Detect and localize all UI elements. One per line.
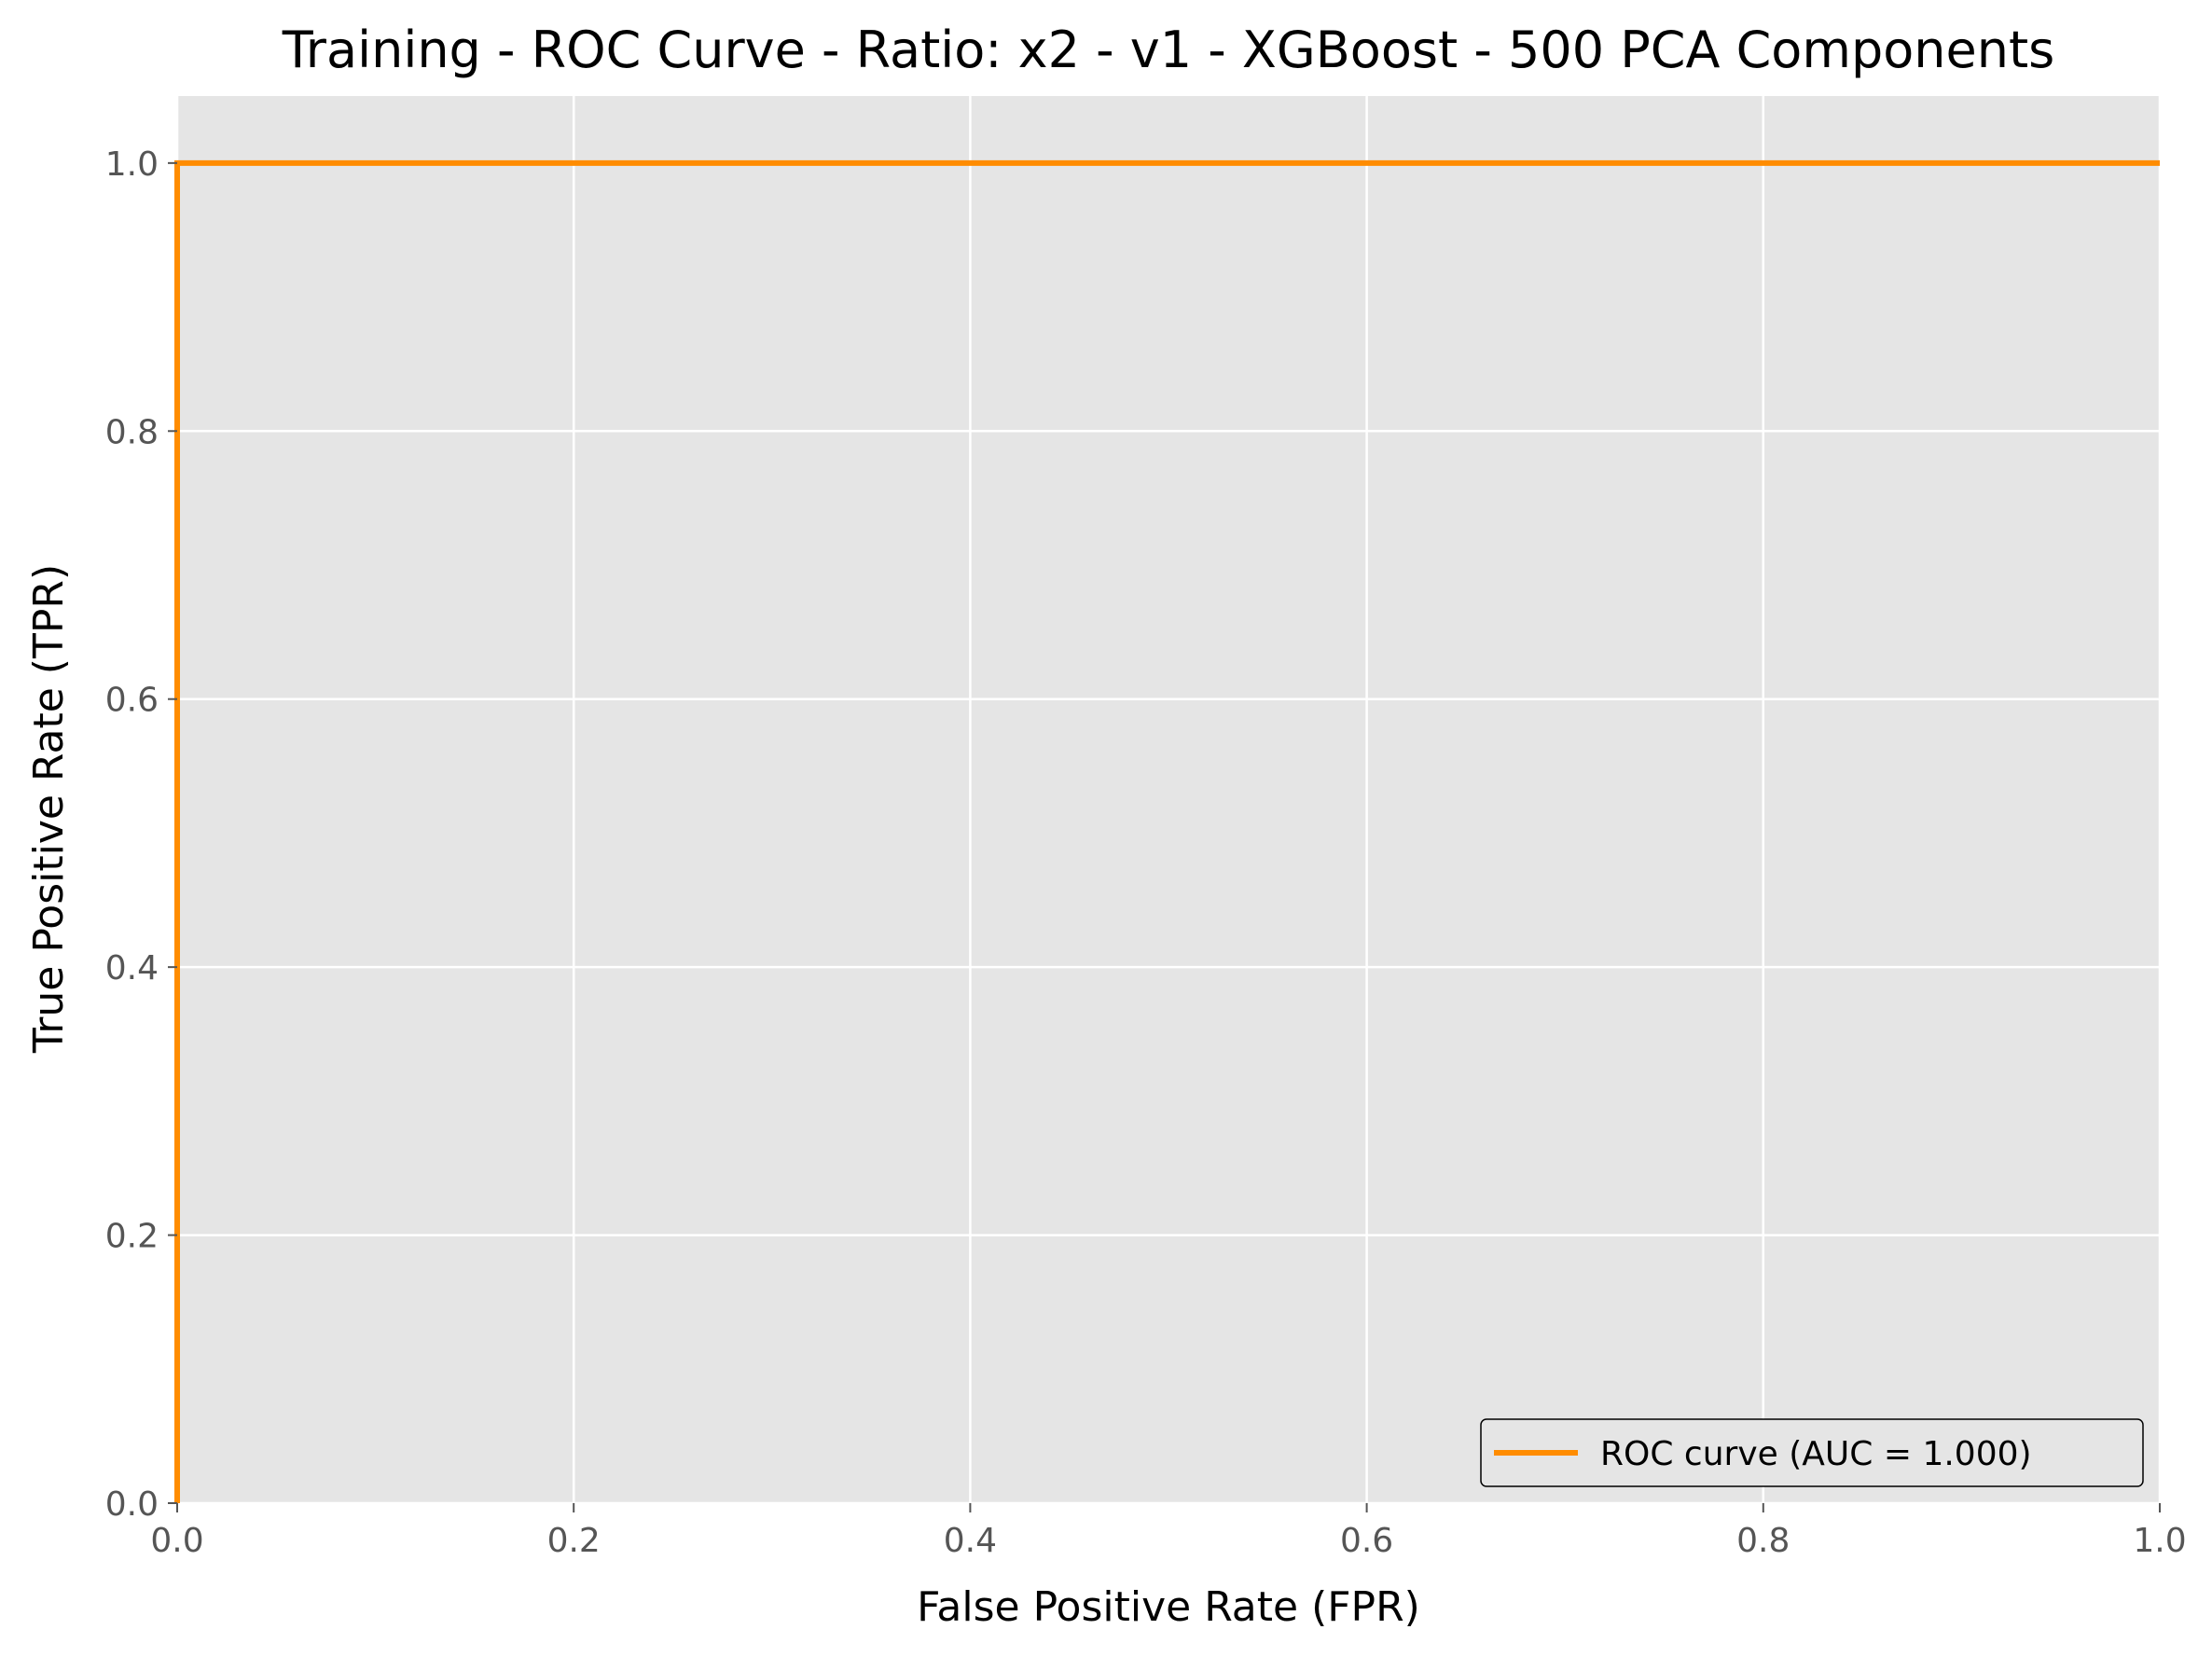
legend: ROC curve (AUC = 1.000) (1480, 1418, 2144, 1487)
y-tick-label: 1.0 (105, 145, 159, 184)
plot-area (177, 96, 2160, 1503)
y-axis-label: True Positive Rate (TPR) (25, 564, 73, 1054)
x-tick-label: 0.0 (150, 1522, 203, 1560)
y-tick-label: 0.2 (105, 1218, 159, 1256)
y-tick-label: 0.6 (105, 682, 159, 720)
x-tick-label: 0.6 (1340, 1522, 1393, 1560)
x-axis-label: False Positive Rate (FPR) (917, 1583, 1420, 1631)
legend-box (1480, 1418, 2144, 1487)
x-tick-label: 1.0 (2133, 1522, 2186, 1560)
chart-title: Training - ROC Curve - Ratio: x2 - v1 - … (282, 21, 2055, 79)
x-tick-label: 0.2 (547, 1522, 601, 1560)
y-tick-label: 0.4 (105, 949, 159, 987)
axes: 0.0 0.2 0.4 0.6 0.8 1.0 0.0 0.2 0.4 0.6 0.8 1.0 (105, 145, 2187, 1560)
x-tick-label: 0.8 (1736, 1522, 1790, 1560)
y-tick-label: 0.8 (105, 413, 159, 451)
x-tick-label: 0.4 (944, 1522, 997, 1560)
legend-label: ROC curve (AUC = 1.000) (1600, 1435, 2032, 1473)
y-tick-label: 0.0 (105, 1485, 159, 1524)
